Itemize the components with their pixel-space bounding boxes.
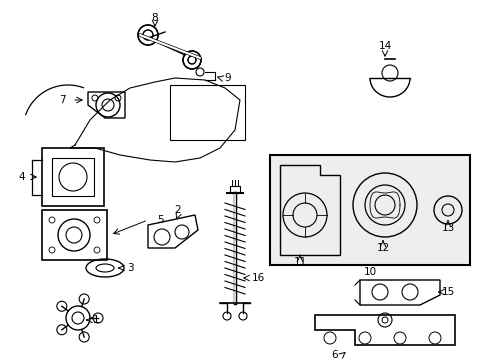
Text: 8: 8 <box>151 13 158 23</box>
Text: 13: 13 <box>441 223 454 233</box>
Text: 11: 11 <box>293 257 306 267</box>
Text: 1: 1 <box>93 315 99 325</box>
Text: 14: 14 <box>378 41 391 51</box>
Text: 5: 5 <box>156 215 163 225</box>
Text: 2: 2 <box>174 205 181 215</box>
Bar <box>269 155 469 265</box>
Text: 15: 15 <box>441 287 454 297</box>
Text: 12: 12 <box>376 243 389 253</box>
Text: 6: 6 <box>331 350 338 360</box>
Text: 4: 4 <box>19 172 25 182</box>
Text: 10: 10 <box>363 267 376 277</box>
Bar <box>42 210 107 260</box>
Bar <box>52 158 94 196</box>
Text: 7: 7 <box>59 95 65 105</box>
Text: 3: 3 <box>126 263 133 273</box>
Bar <box>170 85 244 140</box>
Bar <box>42 148 104 206</box>
Text: 16: 16 <box>251 273 264 283</box>
Text: 9: 9 <box>224 73 231 83</box>
